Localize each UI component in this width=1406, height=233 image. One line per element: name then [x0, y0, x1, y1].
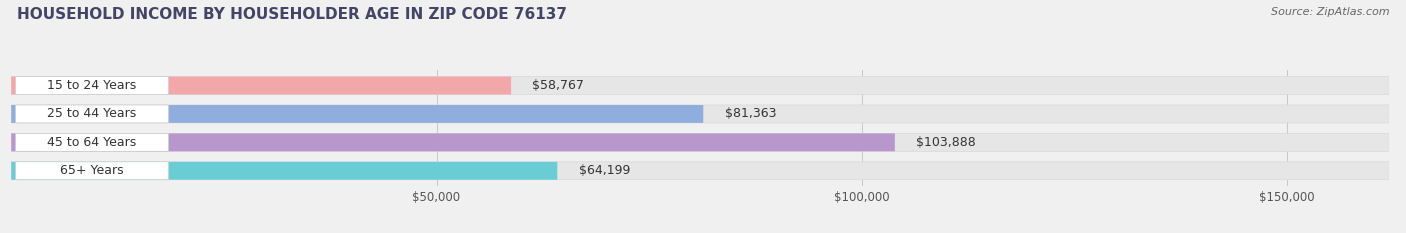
Text: $58,767: $58,767 [533, 79, 585, 92]
Text: 45 to 64 Years: 45 to 64 Years [48, 136, 136, 149]
FancyBboxPatch shape [11, 105, 1389, 123]
Text: 25 to 44 Years: 25 to 44 Years [48, 107, 136, 120]
FancyBboxPatch shape [11, 134, 894, 151]
Text: Source: ZipAtlas.com: Source: ZipAtlas.com [1271, 7, 1389, 17]
FancyBboxPatch shape [11, 77, 512, 94]
FancyBboxPatch shape [15, 162, 169, 180]
Text: $81,363: $81,363 [724, 107, 776, 120]
Text: $103,888: $103,888 [917, 136, 976, 149]
FancyBboxPatch shape [15, 134, 169, 151]
Text: 65+ Years: 65+ Years [60, 164, 124, 177]
FancyBboxPatch shape [15, 77, 169, 94]
FancyBboxPatch shape [11, 162, 1389, 180]
FancyBboxPatch shape [11, 105, 703, 123]
FancyBboxPatch shape [15, 105, 169, 123]
FancyBboxPatch shape [11, 162, 557, 180]
FancyBboxPatch shape [11, 77, 1389, 94]
FancyBboxPatch shape [11, 134, 1389, 151]
Text: HOUSEHOLD INCOME BY HOUSEHOLDER AGE IN ZIP CODE 76137: HOUSEHOLD INCOME BY HOUSEHOLDER AGE IN Z… [17, 7, 567, 22]
Text: 15 to 24 Years: 15 to 24 Years [48, 79, 136, 92]
Text: $64,199: $64,199 [578, 164, 630, 177]
